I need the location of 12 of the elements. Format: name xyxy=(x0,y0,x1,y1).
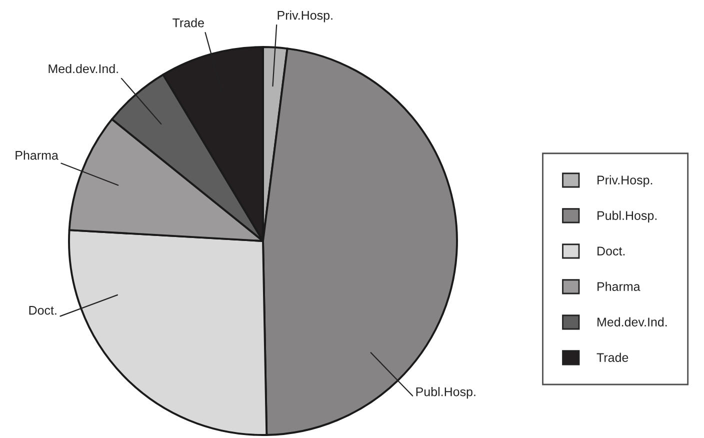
legend-label: Pharma xyxy=(598,282,640,291)
slice-label: Med.dev.Ind. xyxy=(48,64,118,74)
slice-label: Trade xyxy=(172,18,204,28)
legend-label: Publ.Hosp. xyxy=(598,210,657,222)
slice-label: Doct. xyxy=(29,306,56,315)
legend-label: Med.dev.Ind. xyxy=(598,317,667,326)
slice-label: Priv.Hosp. xyxy=(278,10,332,22)
legend-label: Trade xyxy=(596,352,628,362)
legend-label: Doct. xyxy=(598,246,625,256)
slice-label: Publ.Hosp. xyxy=(416,387,476,399)
slice-label: Pharma xyxy=(16,150,58,160)
legend-label: Priv.Hosp. xyxy=(598,175,652,187)
